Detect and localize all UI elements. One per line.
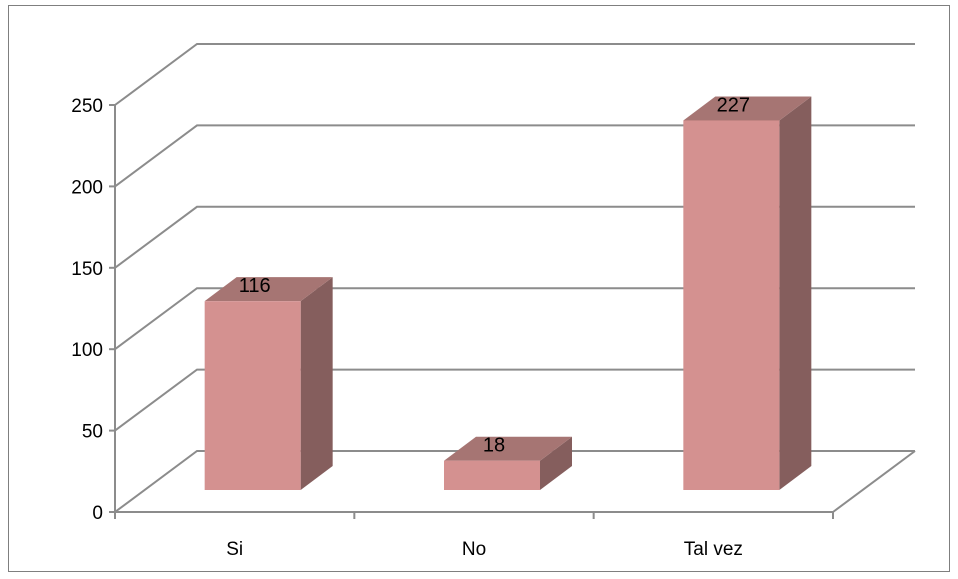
- x-tick-label-si: Si: [226, 539, 243, 560]
- x-tick-label-no: No: [462, 539, 486, 560]
- data-label-no: 18: [483, 435, 505, 457]
- gridline-200: [114, 124, 915, 188]
- bars-layer: [204, 96, 812, 490]
- bar-top-face: [444, 436, 572, 461]
- gridline-100: [114, 287, 915, 351]
- axis-layer: [109, 104, 834, 519]
- data-label-tal-vez: 227: [717, 94, 750, 116]
- labels-layer: 0 50 100 150 200 250 116 Si 18 No 227 Tal vez: [71, 94, 750, 560]
- y-tick-label-0: 0: [92, 503, 103, 524]
- grid-layer: [114, 43, 916, 513]
- bar-front-face: [204, 301, 301, 490]
- bar-side-face: [300, 277, 333, 490]
- gridline-50: [114, 368, 915, 432]
- gridline-250: [114, 43, 915, 106]
- bar-no: [444, 436, 572, 490]
- y-tick-label-200: 200: [71, 177, 103, 198]
- x-tick-label-tal-vez: Tal vez: [684, 539, 743, 560]
- floor-right-edge: [832, 450, 916, 513]
- gridline-150: [114, 205, 915, 269]
- data-label-si: 116: [239, 275, 271, 297]
- bar-top-face: [683, 96, 812, 121]
- y-tick-label-150: 150: [71, 259, 103, 280]
- y-tick-label-250: 250: [71, 96, 103, 117]
- bar-top-face: [204, 277, 333, 302]
- bar-si: [204, 277, 333, 490]
- bar-tal-vez: [683, 96, 812, 490]
- gridline-0: [114, 450, 915, 513]
- bar-front-face: [444, 460, 540, 490]
- y-tick-label-100: 100: [71, 340, 103, 361]
- bar-side-face: [540, 436, 572, 490]
- bar-front-face: [683, 120, 780, 490]
- bar-side-face: [779, 96, 812, 490]
- y-tick-label-50: 50: [82, 422, 103, 443]
